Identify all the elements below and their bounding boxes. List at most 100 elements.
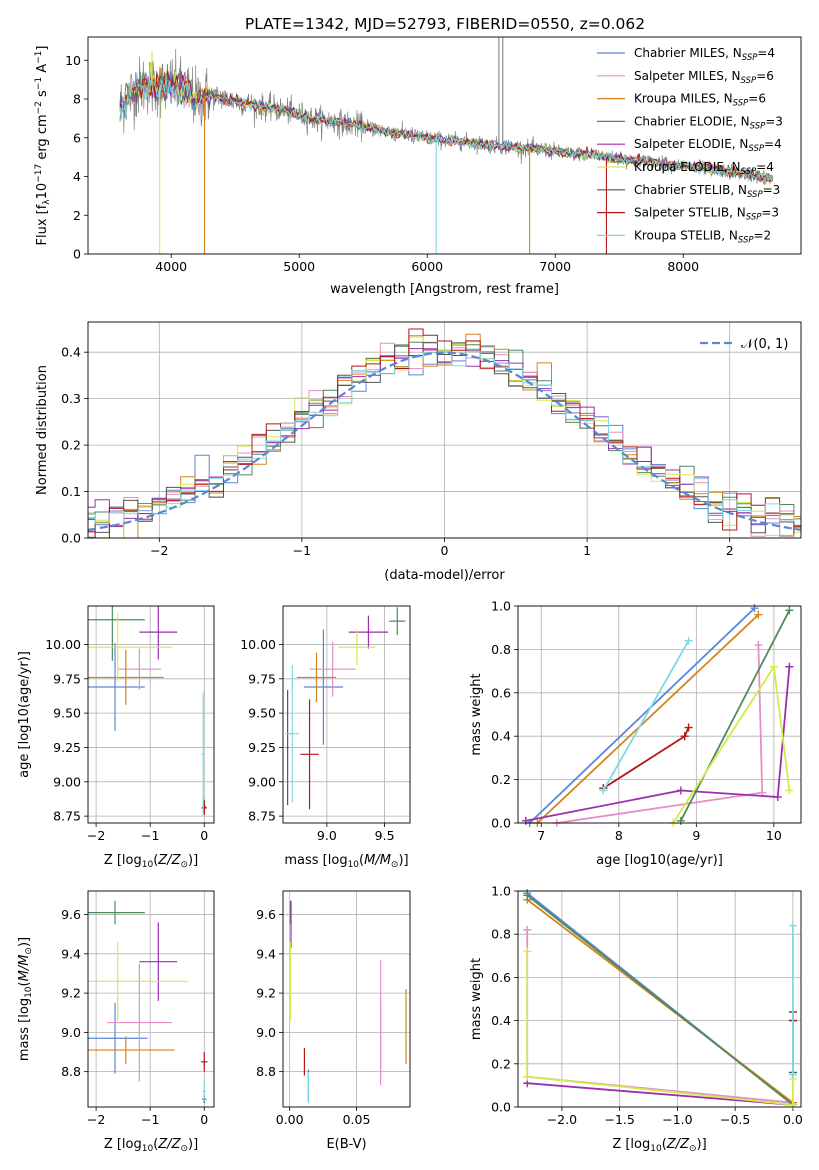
- label-part: A: [35, 64, 50, 77]
- x-tick-label: −1.5: [604, 1112, 634, 1127]
- weight-line-kroupa_stelib: [602, 640, 690, 791]
- y-tick-label: 9.4: [61, 946, 81, 961]
- label-part: (: [153, 1137, 158, 1152]
- label-part: )]: [697, 1137, 707, 1152]
- axes-frame: [87, 321, 802, 539]
- label-part: )]: [713, 853, 723, 868]
- axes-frame: [282, 605, 411, 824]
- weight-line-salpeter_miles: [526, 929, 793, 1104]
- label-part: (: [153, 853, 158, 868]
- histogram-salpeter_elodie: [88, 342, 801, 530]
- y-tick-label: 9.00: [53, 774, 81, 789]
- weight-line-salpeter_stelib: [602, 727, 690, 790]
- legend-sub: SSP: [741, 167, 757, 177]
- gaussian-legend-label: 𝒩(0, 1): [741, 337, 788, 352]
- weight-line-salpeter_elodie: [527, 1082, 793, 1106]
- axes-frame: [87, 605, 215, 824]
- legend-text: Chabrier STELIB, N: [634, 183, 747, 197]
- label-part: ⊙: [391, 860, 399, 870]
- x-tick-label: −2: [87, 1112, 105, 1127]
- legend-text: Salpeter STELIB, N: [634, 206, 746, 220]
- weight-marker-kroupa_stelib: [788, 1070, 797, 1079]
- label-part: −1: [34, 51, 44, 64]
- x-tick-label: 7000: [539, 259, 571, 274]
- weight-marker-chabrier_miles: [750, 604, 759, 613]
- weight-marker-salpeter_elodie: [521, 816, 530, 825]
- y-tick-label: 0.0: [491, 816, 511, 831]
- weight-marker-kroupa_stelib: [788, 921, 797, 930]
- x-tick-label: 0: [200, 828, 208, 843]
- x-axis-label: (data-model)/error: [384, 568, 505, 583]
- legend-tail: =4: [756, 160, 774, 174]
- label-part: M/M: [364, 853, 391, 868]
- spectrum-panel: 4000 5000 6000 7000 8000 0 2 4 6 8 10 wavelength [A…: [34, 36, 802, 297]
- y-tick-label: 0.0: [491, 1100, 511, 1115]
- weight-marker-kroupa_elodie: [523, 1072, 532, 1081]
- y-tick-label: 9.75: [248, 671, 276, 686]
- legend-text: Salpeter MILES, N: [634, 69, 741, 83]
- weight-marker-kroupa_elodie: [788, 1100, 797, 1109]
- legend-tail: =2: [754, 228, 772, 242]
- label-part: erg cm: [35, 114, 50, 163]
- massweight_vs_Z-panel: −2.0 −1.5 −1.0 −0.5 0.0 0.0 0.2 0.4 0.6 0.8 1.0 Z […: [469, 884, 803, 1155]
- weight-marker-chabrier_elodie: [523, 891, 532, 900]
- label-part: ]: [35, 46, 50, 51]
- y-tick-label: 0: [73, 247, 81, 262]
- x-tick-label: −2: [150, 543, 168, 558]
- label-part: Z/Z: [157, 1137, 181, 1152]
- label-part: )]: [188, 853, 198, 868]
- label-part: s: [35, 90, 50, 101]
- weight-marker-kroupa_miles: [754, 610, 763, 619]
- label-part: ⊙: [180, 860, 188, 870]
- weight-marker-kroupa_stelib: [599, 786, 608, 795]
- legend-label: Kroupa STELIB, NSSP=2: [634, 228, 771, 245]
- weight-line-kroupa_elodie: [526, 951, 794, 1106]
- x-tick-label: 2: [726, 543, 734, 558]
- x-tick-label: 9: [692, 828, 700, 843]
- weight-line-salpeter_elodie: [525, 666, 791, 822]
- mass_vs_Z-panel: −2 −1 08.89.09.29.49.6Z [log10(Z/Z⊙)]mass …: [17, 890, 215, 1154]
- label-part: Z [log: [612, 1137, 650, 1152]
- x-tick-label: −1: [293, 543, 311, 558]
- x-tick-label: −0.5: [720, 1112, 750, 1127]
- legend-label: Salpeter ELODIE, NSSP=4: [634, 137, 782, 154]
- weight-marker-salpeter_miles: [754, 641, 763, 650]
- label-part: Z/Z: [157, 853, 181, 868]
- y-axis-label: age [log10(age/yr)]: [17, 651, 32, 778]
- y-tick-label: 2: [73, 208, 81, 223]
- y-axis-label: mass [log10(M/M⊙)]: [17, 937, 34, 1061]
- x-tick-label: 8: [615, 828, 623, 843]
- y-tick-label: 0.2: [491, 1056, 511, 1071]
- legend-tail: =3: [763, 183, 781, 197]
- legend-tail: =4: [764, 137, 782, 151]
- label-part: age [log: [17, 725, 32, 778]
- y-tick-label: 9.50: [248, 706, 276, 721]
- x-tick-label: 10: [766, 828, 782, 843]
- x-axis-label: age [log10(age/yr)]: [596, 853, 723, 868]
- label-part: 10: [35, 183, 50, 200]
- label-part: Z/Z: [666, 1137, 690, 1152]
- x-tick-label: 0: [441, 543, 449, 558]
- axes-frame: [517, 605, 802, 824]
- weight-marker-kroupa_elodie: [785, 786, 794, 795]
- x-tick-label: 9.0: [317, 828, 337, 843]
- label-part: mass [log: [17, 998, 32, 1061]
- x-tick-label: −2: [87, 828, 105, 843]
- y-tick-label: 10.00: [240, 637, 276, 652]
- legend-text: Chabrier ELODIE, N: [634, 114, 750, 128]
- y-tick-label: 9.25: [248, 740, 276, 755]
- x-tick-label: 5000: [283, 259, 315, 274]
- label-part: 10: [24, 986, 34, 998]
- label-part: λ: [42, 199, 52, 205]
- label-part: Z [log: [104, 853, 142, 868]
- x-tick-label: 9.5: [375, 828, 395, 843]
- y-tick-label: 0.6: [491, 970, 511, 985]
- x-axis-label: Z [log10(Z/Z⊙)]: [612, 1137, 706, 1154]
- y-axis-label: Flux [fλ10−17 erg cm−2 s−1 A−1]: [34, 46, 52, 246]
- legend-tail: =6: [748, 92, 766, 106]
- label-part: (: [666, 853, 671, 868]
- legend-sub: SSP: [750, 121, 766, 131]
